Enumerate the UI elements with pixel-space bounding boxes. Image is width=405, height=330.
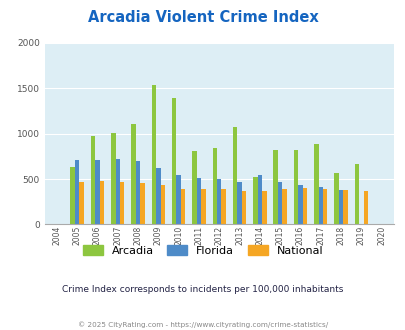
- Bar: [262, 191, 266, 224]
- Bar: [237, 182, 241, 224]
- Bar: [120, 182, 124, 224]
- Bar: [151, 84, 156, 224]
- Bar: [95, 160, 100, 224]
- Bar: [342, 190, 347, 224]
- Text: © 2025 CityRating.com - https://www.cityrating.com/crime-statistics/: © 2025 CityRating.com - https://www.city…: [78, 322, 327, 328]
- Bar: [196, 178, 201, 224]
- Bar: [79, 182, 83, 224]
- Bar: [221, 189, 225, 224]
- Bar: [131, 124, 135, 224]
- Bar: [313, 144, 318, 224]
- Bar: [252, 177, 257, 224]
- Bar: [322, 188, 326, 224]
- Bar: [277, 182, 282, 224]
- Bar: [200, 189, 205, 224]
- Bar: [176, 176, 181, 224]
- Bar: [298, 185, 302, 224]
- Legend: Arcadia, Florida, National: Arcadia, Florida, National: [78, 241, 327, 260]
- Bar: [172, 98, 176, 224]
- Bar: [338, 190, 343, 224]
- Bar: [156, 168, 160, 224]
- Bar: [354, 164, 358, 224]
- Bar: [140, 183, 144, 224]
- Bar: [273, 150, 277, 224]
- Bar: [181, 188, 185, 224]
- Bar: [70, 167, 75, 224]
- Bar: [363, 191, 367, 224]
- Bar: [318, 187, 322, 224]
- Bar: [232, 127, 237, 224]
- Bar: [216, 180, 221, 224]
- Bar: [111, 133, 115, 224]
- Bar: [100, 181, 104, 224]
- Bar: [212, 148, 216, 224]
- Bar: [160, 185, 164, 224]
- Bar: [302, 188, 307, 224]
- Bar: [75, 160, 79, 224]
- Bar: [241, 191, 245, 224]
- Bar: [135, 161, 140, 224]
- Bar: [293, 150, 297, 224]
- Text: Arcadia Violent Crime Index: Arcadia Violent Crime Index: [87, 10, 318, 25]
- Bar: [115, 159, 120, 224]
- Bar: [91, 136, 95, 224]
- Text: Crime Index corresponds to incidents per 100,000 inhabitants: Crime Index corresponds to incidents per…: [62, 285, 343, 294]
- Bar: [282, 189, 286, 224]
- Bar: [333, 173, 338, 224]
- Bar: [257, 176, 262, 224]
- Bar: [192, 151, 196, 224]
